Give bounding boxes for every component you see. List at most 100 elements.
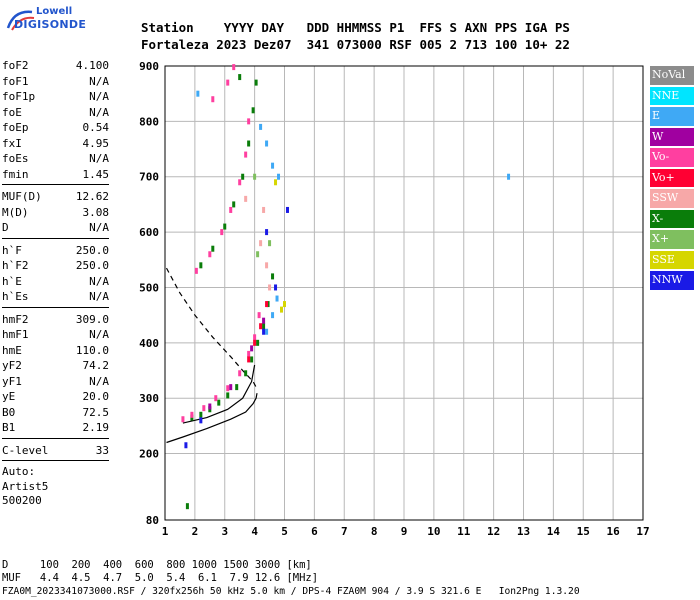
echo-point <box>235 384 239 391</box>
param-value: N/A <box>89 105 109 119</box>
echo-point <box>280 306 284 313</box>
echo-point <box>274 179 278 186</box>
param-value: 20.0 <box>82 390 110 403</box>
parameter-panel: foF2 4.100 foF1 N/A foF1p N/A foE N/A foEp 0.54 fx… <box>2 58 109 509</box>
echo-point <box>220 229 224 236</box>
echo-point <box>223 223 227 230</box>
param-value: 74.2 <box>82 359 110 372</box>
echo-point <box>259 240 263 247</box>
param-name: B1 <box>2 421 16 434</box>
param-name: hmF2 <box>2 312 29 326</box>
echo-point <box>208 251 212 258</box>
param-row: foE N/A <box>2 105 109 121</box>
x-tick-label: 10 <box>427 525 440 538</box>
echo-point <box>262 328 266 335</box>
param-separator <box>2 460 109 465</box>
param-row: h`E N/A <box>2 274 109 290</box>
param-value: N/A <box>89 152 109 165</box>
echo-point <box>265 301 269 308</box>
echo-point <box>507 173 511 180</box>
param-value: N/A <box>89 274 109 288</box>
echo-point <box>247 140 251 147</box>
x-tick-label: 13 <box>517 525 530 538</box>
param-row: fxI 4.95 <box>2 136 109 152</box>
echo-point <box>232 64 236 71</box>
echo-point <box>211 245 215 252</box>
param-name: MUF(D) <box>2 190 42 203</box>
param-name: h`E <box>2 274 22 288</box>
param-value: 250.0 <box>75 259 109 272</box>
legend-item: X+ <box>650 230 694 249</box>
profile-line-dashed <box>165 267 257 388</box>
echo-point <box>247 118 251 125</box>
param-name: foEp <box>2 121 29 134</box>
echo-point <box>265 262 269 269</box>
x-tick-label: 11 <box>457 525 471 538</box>
echo-point <box>257 312 261 319</box>
param-row: h`Es N/A <box>2 289 109 305</box>
echo-point <box>247 356 251 363</box>
param-name: foF1 <box>2 74 29 88</box>
x-tick-label: 16 <box>607 525 621 538</box>
logo-text-lowell: Lowell <box>36 6 73 17</box>
echo-point <box>226 392 230 399</box>
echo-point <box>254 79 258 86</box>
param-value: N/A <box>89 374 109 388</box>
echo-point <box>271 162 275 169</box>
echo-point <box>256 251 260 258</box>
param-value: 33 <box>95 443 109 457</box>
param-value: 110.0 <box>75 343 109 357</box>
param-name: fmin <box>2 167 29 181</box>
param-name: foEs <box>2 152 29 165</box>
param-name: h`Es <box>2 290 29 303</box>
param-row: foF1p N/A <box>2 89 109 105</box>
echo-point <box>285 206 289 213</box>
legend-item: NNE <box>650 86 694 105</box>
param-row: M(D) 3.08 <box>2 205 109 221</box>
param-value: N/A <box>89 90 109 103</box>
echo-point <box>229 384 233 391</box>
param-row: hmF2 309.0 <box>2 312 109 328</box>
x-tick-label: 1 <box>162 525 169 538</box>
legend-item: E <box>650 107 694 126</box>
plot-frame <box>164 65 644 521</box>
param-row: h`F2 250.0 <box>2 258 109 274</box>
echo-point <box>194 267 198 274</box>
param-separator <box>2 437 109 443</box>
echo-point <box>185 503 189 510</box>
param-row: foF1 N/A <box>2 74 109 90</box>
legend-item: W <box>650 127 694 146</box>
x-tick-label: 7 <box>341 525 348 538</box>
file-info-row: FZA0M_2023341073000.RSF / 320fx256h 50 k… <box>2 586 580 597</box>
echo-point <box>238 179 242 186</box>
echo-point <box>211 96 215 103</box>
echo-point <box>238 370 242 377</box>
echo-point <box>202 405 206 412</box>
echo-point <box>199 262 203 269</box>
y-tick-label: 300 <box>139 392 159 405</box>
legend-item: SSW <box>650 189 694 208</box>
param-value: 3.08 <box>82 205 110 219</box>
param-name: yF2 <box>2 359 22 372</box>
panel-footer-line2: Artist5 <box>2 479 49 493</box>
y-tick-label: 900 <box>139 60 159 73</box>
echo-point <box>184 442 188 449</box>
param-row: foEs N/A <box>2 151 109 167</box>
param-row: C-level 33 <box>2 443 109 459</box>
echo-point <box>253 173 257 180</box>
echo-point <box>250 345 254 352</box>
param-name: h`F2 <box>2 259 29 272</box>
echo-point <box>199 411 203 418</box>
echo-point <box>283 301 286 308</box>
param-name: hmF1 <box>2 328 29 341</box>
param-name: M(D) <box>2 205 29 219</box>
echo-point <box>268 284 272 291</box>
param-row: MUF(D) 12.62 <box>2 189 109 205</box>
echo-point <box>259 123 263 130</box>
echo-point <box>253 334 257 341</box>
param-separator <box>2 184 109 189</box>
param-value: N/A <box>89 328 109 341</box>
param-name: B0 <box>2 405 16 419</box>
x-tick-label: 17 <box>636 525 649 538</box>
